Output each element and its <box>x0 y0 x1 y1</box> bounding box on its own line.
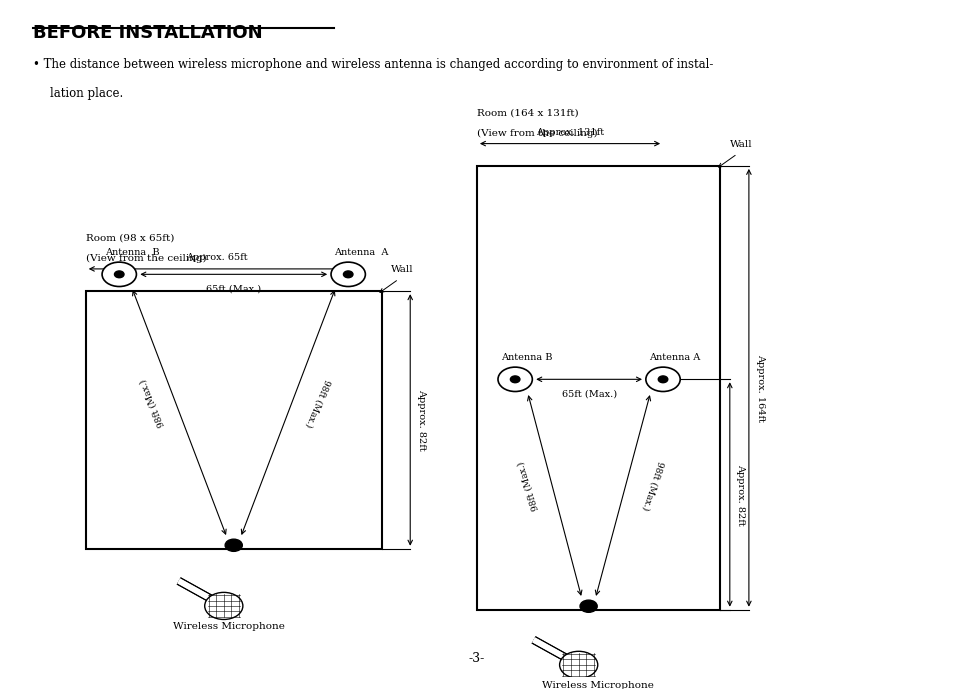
Text: (View from the ceiling): (View from the ceiling) <box>86 254 206 263</box>
Circle shape <box>579 600 597 613</box>
Text: Approx. 82ft: Approx. 82ft <box>416 389 425 451</box>
Circle shape <box>559 651 598 679</box>
Text: Approx. 164ft: Approx. 164ft <box>755 353 763 422</box>
Text: BEFORE INSTALLATION: BEFORE INSTALLATION <box>33 23 263 42</box>
Text: lation place.: lation place. <box>50 87 123 100</box>
Circle shape <box>225 539 242 551</box>
Text: 65ft (Max.): 65ft (Max.) <box>561 389 616 398</box>
Text: 65ft (Max.): 65ft (Max.) <box>206 285 261 294</box>
Text: Wireless Microphone: Wireless Microphone <box>172 621 285 631</box>
Circle shape <box>114 271 124 278</box>
Bar <box>476 166 720 610</box>
Text: Antenna A: Antenna A <box>648 353 700 362</box>
Text: • The distance between wireless microphone and wireless antenna is changed accor: • The distance between wireless micropho… <box>33 58 713 70</box>
Text: Wall: Wall <box>729 140 752 149</box>
Text: Antenna B: Antenna B <box>500 353 552 362</box>
Bar <box>86 291 381 548</box>
Text: Wireless Microphone: Wireless Microphone <box>541 681 654 689</box>
Circle shape <box>497 367 532 391</box>
Text: 98ft (Max.): 98ft (Max.) <box>639 460 664 512</box>
Text: -3-: -3- <box>468 652 485 665</box>
Circle shape <box>658 376 667 382</box>
Text: Approx. 131ft: Approx. 131ft <box>536 128 603 137</box>
Circle shape <box>343 271 353 278</box>
Text: Approx. 65ft: Approx. 65ft <box>186 253 248 262</box>
Text: 98ft (Max.): 98ft (Max.) <box>516 460 539 512</box>
Text: Room (98 x 65ft): Room (98 x 65ft) <box>86 234 174 243</box>
Text: 98ft (Max.): 98ft (Max.) <box>303 378 332 429</box>
Text: (View from the ceiling): (View from the ceiling) <box>476 129 597 138</box>
Text: 98ft (Max.): 98ft (Max.) <box>138 378 167 429</box>
Circle shape <box>205 593 243 619</box>
Circle shape <box>331 262 365 287</box>
Text: Antenna  B: Antenna B <box>105 249 159 258</box>
Text: Antenna  A: Antenna A <box>334 249 388 258</box>
Circle shape <box>510 376 519 382</box>
Text: Wall: Wall <box>391 265 414 274</box>
Circle shape <box>102 262 136 287</box>
Text: Room (164 x 131ft): Room (164 x 131ft) <box>476 108 578 117</box>
Text: Approx. 82ft: Approx. 82ft <box>736 464 744 525</box>
Circle shape <box>645 367 679 391</box>
